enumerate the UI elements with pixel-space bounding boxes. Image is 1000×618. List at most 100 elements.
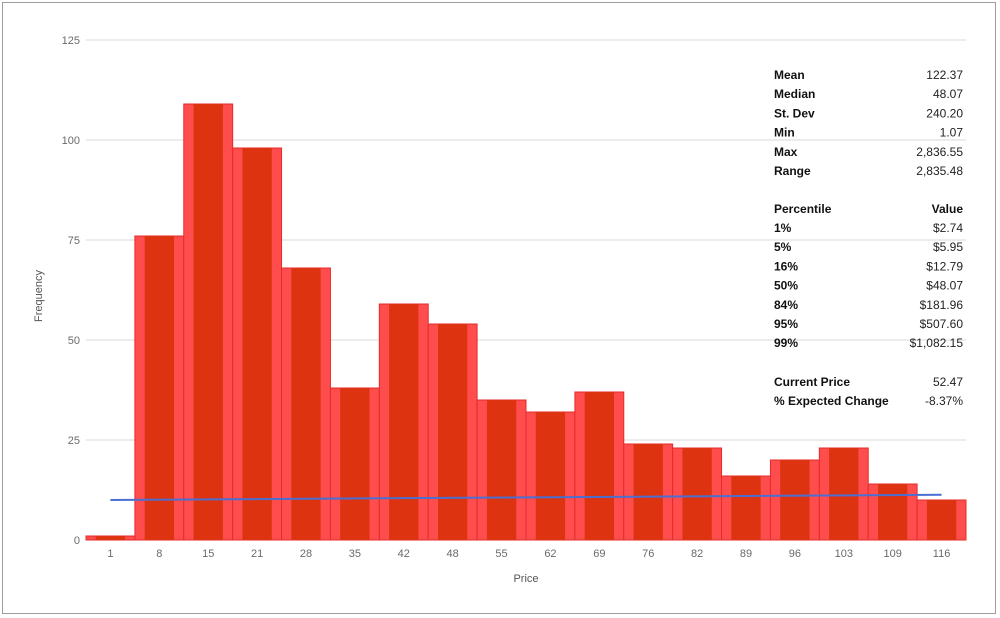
x-tick-label: 21	[251, 548, 263, 560]
bar-inner	[682, 448, 712, 540]
bar-35	[329, 387, 380, 541]
percentile-row-value: $5.95	[933, 240, 963, 254]
percentile-row-value: $1,082.15	[910, 336, 964, 350]
percentile-header-value: Value	[932, 202, 964, 216]
stat-median-label: Median	[774, 87, 815, 101]
y-tick-label: 75	[68, 235, 80, 247]
x-tick-label: 103	[835, 548, 853, 560]
bar-1	[85, 535, 136, 541]
y-tick-label: 25	[68, 435, 80, 447]
x-tick-label: 8	[156, 548, 162, 560]
percentile-row-value: $2.74	[933, 221, 963, 235]
x-tick-label: 15	[202, 548, 214, 560]
bar-96	[769, 459, 820, 541]
stats-panel: Mean 122.37 Median 48.07 St. Dev 240.20 Min 1.0…	[774, 68, 963, 408]
bar-inner	[291, 268, 321, 540]
bar-inner	[144, 236, 174, 540]
bar-15	[183, 103, 234, 541]
bar-69	[574, 391, 625, 541]
x-tick-label: 96	[789, 548, 801, 560]
y-tick-label: 100	[62, 135, 80, 147]
x-tick-label: 116	[933, 548, 951, 560]
percentile-row-value: $12.79	[926, 259, 963, 273]
x-tick-label: 109	[883, 548, 901, 560]
summary--expected-change-value: -8.37%	[925, 394, 963, 408]
stat-min-value: 1.07	[940, 126, 964, 140]
y-axis-title: Frequency	[33, 270, 45, 322]
stat-st-dev-value: 240.20	[926, 106, 963, 120]
summary--expected-change-label: % Expected Change	[774, 394, 889, 408]
stat-range-label: Range	[774, 164, 811, 178]
bar-inner	[633, 444, 663, 540]
bar-inner	[242, 148, 272, 540]
x-axis-ticks: 1 8 15 21 28 35 42 48 55 62 69 76 82 89 96 103 109 116	[107, 548, 950, 560]
percentile-row-label: 99%	[774, 336, 798, 350]
bar-inner	[389, 304, 419, 540]
x-tick-label: 82	[691, 548, 703, 560]
bars	[85, 103, 967, 541]
bar-inner	[731, 476, 761, 540]
stat-median-value: 48.07	[933, 87, 963, 101]
stat-min-label: Min	[774, 126, 795, 140]
x-tick-label: 42	[398, 548, 410, 560]
bar-8	[134, 235, 185, 541]
bar-103	[818, 447, 869, 541]
y-tick-label: 0	[74, 535, 80, 547]
stat-st-dev-label: St. Dev	[774, 106, 815, 120]
percentile-row-value: $181.96	[920, 298, 964, 312]
x-tick-label: 76	[642, 548, 654, 560]
stat-mean-value: 122.37	[926, 68, 963, 82]
x-tick-label: 35	[349, 548, 361, 560]
summary-current-price-label: Current Price	[774, 375, 850, 389]
stat-mean-label: Mean	[774, 68, 805, 82]
bar-inner	[486, 400, 517, 540]
bar-inner	[535, 412, 566, 540]
x-axis-title: Price	[513, 573, 538, 585]
x-tick-label: 48	[447, 548, 459, 560]
bar-inner	[878, 484, 908, 540]
bar-48	[427, 323, 478, 541]
bar-21	[232, 147, 283, 541]
bar-inner	[829, 448, 859, 540]
x-tick-label: 55	[495, 548, 507, 560]
percentile-header-label: Percentile	[774, 202, 832, 216]
percentile-row-value: $507.60	[920, 317, 964, 331]
bar-inner	[584, 392, 614, 540]
bar-inner	[438, 324, 468, 540]
percentile-row-label: 1%	[774, 221, 792, 235]
stat-max-value: 2,836.55	[916, 145, 963, 159]
y-tick-label: 125	[62, 35, 80, 47]
summary-current-price-value: 52.47	[933, 375, 963, 389]
bar-28	[281, 267, 331, 541]
percentile-row-label: 50%	[774, 279, 798, 293]
x-tick-label: 89	[740, 548, 752, 560]
x-tick-label: 28	[300, 548, 312, 560]
bar-inner	[95, 536, 126, 540]
percentile-row-label: 84%	[774, 298, 798, 312]
percentile-row-label: 16%	[774, 259, 798, 273]
bar-82	[672, 447, 723, 541]
bar-inner	[340, 388, 370, 540]
bar-116	[916, 499, 967, 541]
percentile-row-label: 5%	[774, 240, 792, 254]
bar-55	[476, 399, 527, 541]
x-tick-label: 1	[107, 548, 113, 560]
x-tick-label: 69	[593, 548, 605, 560]
bar-inner	[193, 104, 223, 540]
bar-62	[525, 411, 576, 541]
bar-76	[623, 443, 674, 541]
bar-109	[867, 483, 918, 541]
bar-42	[378, 303, 429, 541]
bar-89	[721, 475, 771, 541]
trend-line	[110, 493, 942, 501]
x-tick-label: 62	[544, 548, 556, 560]
stat-range-value: 2,835.48	[916, 164, 963, 178]
stat-max-label: Max	[774, 145, 798, 159]
y-tick-label: 50	[68, 335, 80, 347]
percentile-row-value: $48.07	[926, 279, 963, 293]
percentile-row-label: 95%	[774, 317, 798, 331]
y-axis-ticks: 0 25 50 75 100 125	[62, 35, 80, 547]
bar-inner	[780, 460, 810, 540]
bar-inner	[926, 500, 957, 540]
